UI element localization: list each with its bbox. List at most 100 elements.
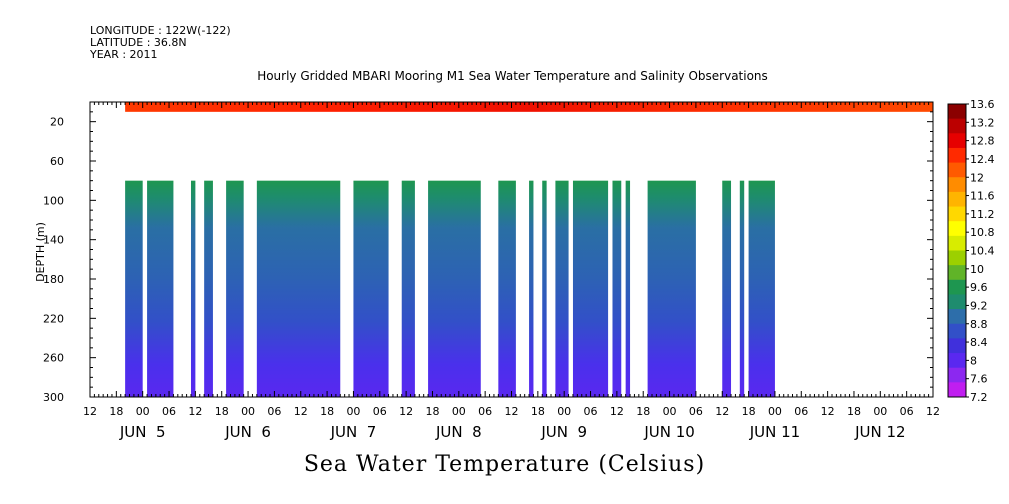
deep-temp-segment — [572, 180, 609, 397]
x-hour-label: 12 — [188, 405, 202, 418]
deep-temp-segment — [204, 180, 213, 397]
x-hour-label: 00 — [768, 405, 782, 418]
colorbar-label: 9.6 — [970, 281, 988, 294]
x-hour-label: 18 — [847, 405, 861, 418]
colorbar-swatch — [948, 147, 966, 164]
x-hour-label: 18 — [109, 405, 123, 418]
x-day-label: JUN 6 — [224, 423, 271, 441]
colorbar-label: 8.4 — [970, 336, 988, 349]
deep-temp-segment — [748, 180, 775, 397]
deep-temp-segment — [190, 180, 196, 397]
colorbar-swatch — [948, 162, 966, 178]
deep-temp-segment — [125, 180, 143, 397]
colorbar-label: 8.8 — [970, 318, 988, 331]
deep-temp-segment — [625, 180, 631, 397]
y-tick-label: 20 — [50, 116, 64, 129]
x-hour-label: 06 — [267, 405, 281, 418]
colorbar-swatch — [948, 133, 966, 149]
x-hour-label: 18 — [215, 405, 229, 418]
colorbar-swatch — [948, 191, 966, 208]
deep-temp-segment — [739, 180, 745, 397]
y-tick-label: 100 — [43, 194, 64, 207]
deep-temp-segment — [612, 180, 622, 397]
x-hour-label: 18 — [320, 405, 334, 418]
colorbar-swatch — [948, 235, 966, 251]
deep-temp-segment — [542, 180, 547, 397]
x-hour-label: 12 — [294, 405, 308, 418]
colorbar-swatch — [948, 104, 966, 120]
deep-temp-segment — [722, 180, 732, 397]
colorbar-label: 13.6 — [970, 98, 995, 111]
y-axis-label: DEPTH (m) — [34, 222, 47, 282]
colorbar-label: 12.4 — [970, 153, 995, 166]
x-day-label: JUN 11 — [749, 423, 800, 441]
colorbar-swatch — [948, 279, 966, 295]
deep-temp-segment — [428, 180, 481, 397]
colorbar-label: 11.2 — [970, 208, 995, 221]
colorbar-swatch — [948, 367, 966, 383]
x-day-label: JUN 7 — [330, 423, 377, 441]
deep-temp-segment — [498, 180, 516, 397]
colorbar-swatch — [948, 177, 966, 193]
colorbar-label: 10.8 — [970, 226, 995, 239]
y-tick-label: 60 — [50, 155, 64, 168]
deep-temp-segment — [647, 180, 696, 397]
deep-temp-segment — [226, 180, 244, 397]
colorbar-label: 12 — [970, 171, 984, 184]
x-hour-label: 06 — [900, 405, 914, 418]
deep-temp-segment — [401, 180, 415, 397]
x-hour-label: 06 — [478, 405, 492, 418]
y-tick-label: 260 — [43, 352, 64, 365]
colorbar-swatch — [948, 250, 966, 266]
colorbar-swatch — [948, 382, 966, 398]
x-hour-label: 12 — [821, 405, 835, 418]
x-day-label: JUN 9 — [540, 423, 587, 441]
y-tick-label: 220 — [43, 312, 64, 325]
colorbar-swatch — [948, 309, 966, 325]
colorbar-swatch — [948, 118, 966, 134]
longitude-label: LONGITUDE : 122W(-122) — [90, 24, 231, 37]
colorbar-swatch — [948, 323, 966, 339]
x-hour-label: 00 — [346, 405, 360, 418]
y-tick-label: 140 — [43, 234, 64, 247]
x-hour-label: 12 — [715, 405, 729, 418]
colorbar-label: 10 — [970, 263, 984, 276]
y-tick-label: 180 — [43, 273, 64, 286]
x-hour-label: 00 — [452, 405, 466, 418]
latitude-label: LATITUDE : 36.8N — [90, 36, 187, 49]
colorbar-swatch — [948, 206, 966, 222]
x-hour-label: 12 — [399, 405, 413, 418]
colorbar-swatch — [948, 294, 966, 310]
x-day-label: JUN 5 — [119, 423, 166, 441]
deep-temp-segment — [529, 180, 534, 397]
x-hour-label: 12 — [610, 405, 624, 418]
x-hour-label: 06 — [584, 405, 598, 418]
colorbar-swatch — [948, 353, 966, 369]
colorbar-label: 7.6 — [970, 373, 988, 386]
colorbar-swatch — [948, 265, 966, 281]
deep-temp-segment — [555, 180, 569, 397]
x-hour-label: 00 — [663, 405, 677, 418]
chart-title: Hourly Gridded MBARI Mooring M1 Sea Wate… — [257, 69, 768, 83]
x-hour-label: 06 — [162, 405, 176, 418]
x-day-label: JUN 12 — [854, 423, 905, 441]
colorbar-swatch — [948, 221, 966, 237]
x-hour-label: 00 — [873, 405, 887, 418]
x-hour-label: 00 — [241, 405, 255, 418]
colorbar-label: 7.2 — [970, 391, 988, 404]
x-day-label: JUN 10 — [643, 423, 694, 441]
colorbar-label: 10.4 — [970, 245, 995, 258]
deep-temp-segment — [147, 180, 174, 397]
x-hour-label: 12 — [83, 405, 97, 418]
x-hour-label: 00 — [557, 405, 571, 418]
colorbar-label: 11.6 — [970, 190, 995, 203]
x-hour-label: 12 — [505, 405, 519, 418]
y-tick-label: 300 — [43, 391, 64, 404]
colorbar-label: 13.2 — [970, 116, 995, 129]
x-hour-label: 18 — [531, 405, 545, 418]
year-label: YEAR : 2011 — [90, 48, 158, 61]
x-hour-label: 06 — [794, 405, 808, 418]
x-day-label: JUN 8 — [435, 423, 482, 441]
x-hour-label: 06 — [373, 405, 387, 418]
